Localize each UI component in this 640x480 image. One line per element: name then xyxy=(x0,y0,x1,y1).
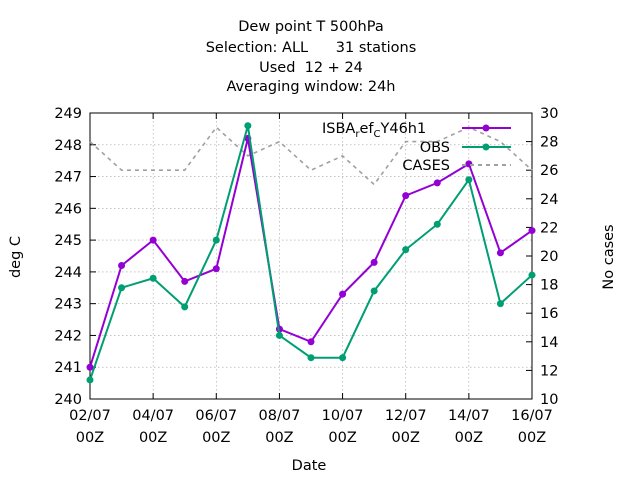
data-point-obs xyxy=(118,284,126,292)
chart-title-line-1: Dew point T 500hPa xyxy=(238,19,383,35)
data-point-isba-ref-cy46h1 xyxy=(86,363,94,371)
y-axis-label: deg C xyxy=(8,236,24,278)
x-tick-label-date: 08/07 xyxy=(259,408,301,424)
x-tick-label-hour: 00Z xyxy=(518,430,546,446)
data-point-isba-ref-cy46h1 xyxy=(118,262,126,270)
series-line-cases xyxy=(89,126,533,186)
data-point-isba-ref-cy46h1 xyxy=(339,290,347,298)
x-tick-label-date: 12/07 xyxy=(385,408,427,424)
data-point-obs xyxy=(244,122,252,130)
x-tick-label-date: 14/07 xyxy=(448,408,490,424)
data-point-obs xyxy=(339,354,347,362)
y-tick-label: 240 xyxy=(54,392,82,408)
y-tick-label: 241 xyxy=(54,360,82,376)
data-point-obs xyxy=(86,376,94,384)
y-tick-label: 242 xyxy=(54,328,82,344)
y-tick-label: 245 xyxy=(54,233,82,249)
data-point-isba-ref-cy46h1 xyxy=(528,227,536,235)
data-point-obs xyxy=(307,354,315,362)
data-point-isba-ref-cy46h1 xyxy=(181,277,189,285)
legend-marker-obs xyxy=(482,143,490,151)
y-tick-label: 248 xyxy=(54,138,82,154)
data-point-obs xyxy=(181,303,189,311)
data-point-obs xyxy=(402,246,410,254)
y-tick-label: 249 xyxy=(54,106,82,122)
data-point-isba-ref-cy46h1 xyxy=(149,236,157,244)
y2-tick-label: 28 xyxy=(540,135,558,151)
chart-title-line-4: Averaging window: 24h xyxy=(226,79,395,95)
x-tick-label-date: 06/07 xyxy=(195,408,237,424)
data-point-isba-ref-cy46h1 xyxy=(402,192,410,200)
x-tick-label-hour: 00Z xyxy=(392,430,420,446)
y2-tick-label: 16 xyxy=(540,306,558,322)
legend-label-obs: OBS xyxy=(420,140,450,156)
x-tick-label-hour: 00Z xyxy=(455,430,483,446)
series-line-isba-ref-cy46h1 xyxy=(89,138,533,368)
y2-tick-label: 12 xyxy=(540,363,558,379)
data-point-isba-ref-cy46h1 xyxy=(212,265,220,273)
data-point-isba-ref-cy46h1 xyxy=(307,338,315,346)
data-point-obs xyxy=(275,331,283,339)
data-point-obs xyxy=(212,236,220,244)
y2-tick-label: 26 xyxy=(540,163,558,179)
legend-marker-isba xyxy=(482,124,490,132)
data-point-obs xyxy=(370,287,378,295)
x-tick-label-hour: 00Z xyxy=(139,430,167,446)
data-point-obs xyxy=(433,220,441,228)
legend: ISBArefCY46h1 OBS CASES xyxy=(322,121,511,174)
data-point-isba-ref-cy46h1 xyxy=(465,160,473,168)
x-tick-label-date: 02/07 xyxy=(69,408,111,424)
y2-tick-label: 24 xyxy=(540,192,558,208)
data-point-obs xyxy=(496,300,504,308)
axis-ticks: 240 241 242 243 244 245 246 247 248 249 10 12 14 16 18… xyxy=(54,106,558,446)
y-tick-label: 247 xyxy=(54,170,82,186)
grid xyxy=(90,113,532,399)
y-tick-label: 246 xyxy=(54,201,82,217)
data-point-isba-ref-cy46h1 xyxy=(370,258,378,266)
legend-label-isba: ISBArefCY46h1 xyxy=(322,121,426,140)
x-tick-label-date: 04/07 xyxy=(132,408,174,424)
x-tick-label-hour: 00Z xyxy=(328,430,356,446)
y2-tick-label: 10 xyxy=(540,392,558,408)
y2-axis-label: No cases xyxy=(601,224,617,289)
y2-tick-label: 14 xyxy=(540,335,558,351)
legend-label-cases: CASES xyxy=(402,158,450,174)
data-point-obs xyxy=(149,274,157,282)
data-point-isba-ref-cy46h1 xyxy=(433,179,441,187)
x-tick-label-date: 16/07 xyxy=(511,408,553,424)
y2-tick-label: 18 xyxy=(540,278,558,294)
data-point-isba-ref-cy46h1 xyxy=(496,249,504,257)
x-axis-label: Date xyxy=(292,458,327,474)
data-point-obs xyxy=(528,271,536,279)
x-tick-label-hour: 00Z xyxy=(202,430,230,446)
x-tick-label-date: 10/07 xyxy=(322,408,364,424)
y2-tick-label: 30 xyxy=(540,106,558,122)
y2-tick-label: 22 xyxy=(540,220,558,236)
chart-title-line-2: Selection: ALL 31 stations xyxy=(206,40,417,56)
data-point-obs xyxy=(465,176,473,184)
chart-title-line-3: Used 12 + 24 xyxy=(259,60,363,76)
y-tick-label: 244 xyxy=(54,265,82,281)
y-tick-label: 243 xyxy=(54,297,82,313)
y2-tick-label: 20 xyxy=(540,249,558,265)
x-tick-label-hour: 00Z xyxy=(265,430,293,446)
series-layer xyxy=(86,122,536,384)
x-tick-label-hour: 00Z xyxy=(76,430,104,446)
